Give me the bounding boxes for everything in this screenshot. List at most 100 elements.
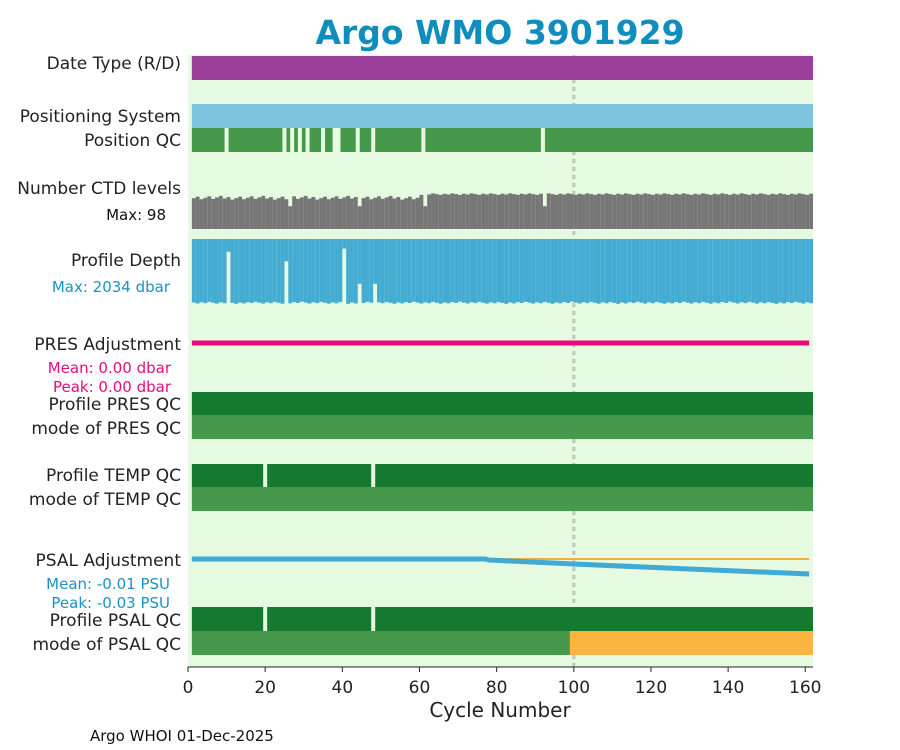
label-profile-pres-qc: Profile PRES QC [48,395,181,415]
label-positioning-system: Positioning System [20,107,181,127]
profile-depth-bar [465,239,470,304]
profile-depth-bar [581,239,586,303]
mode-pres-qc-bar [191,415,813,439]
profile-depth-bar [323,239,327,303]
ctd-levels-bar [535,194,540,229]
profile-depth-bar [296,239,300,303]
profile-depth-bar [627,239,632,303]
profile-temp-qc-bar [191,464,813,487]
ctd-levels-bar [338,198,343,229]
positioning-system-bar [191,104,813,128]
profile-depth-bar [431,239,435,302]
profile-depth-bar [377,239,381,303]
x-tick-label: 80 [486,678,508,698]
profile-depth-bar [774,239,779,304]
x-tick-label: 140 [712,678,744,698]
ctd-levels-bar [218,195,223,229]
profile-depth-bar [481,239,486,303]
profile-depth-bar [261,239,266,304]
profile-depth-bar [566,239,570,303]
ctd-levels-bar [708,194,713,229]
profile-depth-bar [689,239,694,304]
profile-depth-bar [523,239,528,302]
profile-depth-bar [504,239,509,304]
plot-background [188,55,813,667]
ctd-levels-bar [492,194,497,229]
ctd-levels-bar [716,194,721,229]
profile-depth-bar [666,239,671,303]
profile-depth-bar [569,239,574,302]
profile-depth-bar [365,239,370,302]
ctd-levels-bar [357,206,362,229]
position-qc-missing [421,128,426,152]
profile-depth-bar [600,239,605,303]
profile-depth-bar [643,239,648,304]
ctd-levels-bar [407,196,412,229]
profile-depth-bar [330,239,335,303]
profile-depth-bar [234,239,239,304]
profile-depth-bar [199,239,204,303]
profile-depth-bar [307,239,312,304]
ctd-levels-bar [261,195,266,229]
profile-depth-bar [269,239,273,304]
profile-depth-bar [577,239,582,304]
ctd-levels-bar [442,193,447,229]
profile-depth-bar [542,239,547,302]
ctd-levels-bar [319,198,324,229]
profile-depth-bar [272,239,277,302]
x-tick-label: 60 [409,678,431,698]
profile-depth-bar [392,239,397,304]
label-ctd-levels: Number CTD levels [17,179,181,199]
x-tick-label: 20 [254,678,276,698]
ctd-levels-bar [238,196,243,229]
profile-depth-bar [396,239,401,303]
ctd-levels-bar [677,194,682,229]
ctd-levels-bar [284,199,289,229]
ctd-levels-bar [616,193,621,229]
ctd-levels-bar [589,194,594,229]
ctd-levels-bar [369,199,374,229]
ctd-levels-bar [531,194,536,229]
ctd-levels-bar [743,194,748,229]
ctd-levels-bar [427,194,432,229]
profile-depth-bar [369,239,374,303]
ctd-levels-bar [280,196,285,229]
profile-depth-bar [604,239,609,304]
profile-depth-bar [608,239,613,302]
ctd-levels-bar [257,197,262,229]
chart-title: Argo WMO 3901929 [315,13,684,52]
profile-psal-qc-bar [191,607,813,631]
ctd-levels-bar [373,197,378,229]
profile-depth-bar [739,239,744,303]
label-mode-temp-qc: mode of TEMP QC [29,490,181,510]
profile-depth-bar [411,239,416,302]
ctd-levels-bar [203,197,208,229]
ctd-levels-bar [195,196,200,229]
ctd-levels-bar [728,194,732,229]
ctd-levels-bar [755,194,759,229]
ctd-levels-bar [446,194,451,229]
profile-depth-bar [238,239,243,303]
profile-depth-bar [701,239,705,302]
ctd-levels-bar [774,194,779,229]
label-depth-max: Max: 2034 dbar [52,278,171,296]
ctd-levels-bar [431,193,435,229]
ctd-levels-bar [562,194,567,229]
ctd-levels-bar [465,194,470,229]
ctd-levels-bar [670,194,675,229]
profile-depth-bar [496,239,501,302]
profile-depth-bar [357,239,362,284]
profile-depth-bar [743,239,748,304]
ctd-levels-bar [515,194,520,229]
ctd-levels-bar [782,194,786,229]
ctd-levels-bar [751,193,756,229]
ctd-levels-bar [650,194,655,229]
ctd-levels-bar [693,193,698,229]
profile-depth-bar [353,239,358,304]
ctd-levels-bar [353,197,358,229]
label-pres-adjustment: PRES Adjustment [34,335,181,355]
ctd-levels-bar [477,194,482,229]
ctd-levels-bar [789,193,794,229]
profile-depth-bar [384,239,389,302]
ctd-levels-bar [600,194,605,229]
